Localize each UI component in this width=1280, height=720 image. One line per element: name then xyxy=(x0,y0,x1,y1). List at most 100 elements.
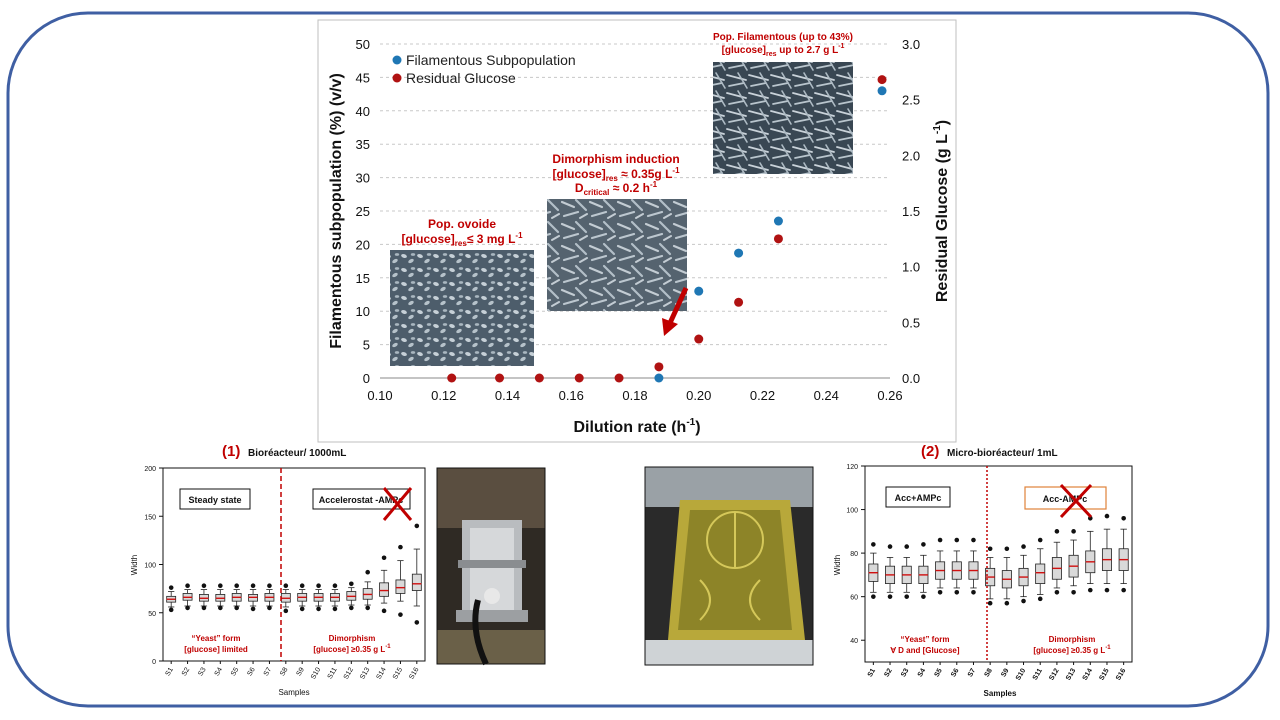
boxplot1-box xyxy=(411,573,422,591)
boxplot2-outlier-high xyxy=(971,537,976,543)
boxplot1-outlier-low xyxy=(349,605,354,611)
boxplot1-outlier-high xyxy=(234,583,239,589)
boxplot2-outlier-low xyxy=(1087,587,1093,593)
main-x-tick-label: 0.26 xyxy=(877,388,902,403)
boxplot1-box xyxy=(379,582,389,597)
boxplot1-y-tick-label: 100 xyxy=(144,563,156,570)
boxplot2-x-tick-label: S13 xyxy=(1065,667,1077,681)
main-x-tick-label: 0.10 xyxy=(367,388,392,403)
main-y-tick-label: 20 xyxy=(356,237,370,252)
boxplot1-outlier-high xyxy=(414,523,420,529)
boxplot2-outlier-low xyxy=(871,594,876,599)
boxplot1-x-tick-label: S15 xyxy=(392,666,404,680)
main-x-tick-label: 0.22 xyxy=(750,388,775,403)
boxplot2-y-tick-label: 40 xyxy=(850,638,858,645)
boxplot2-outlier-low xyxy=(937,590,943,595)
annotation-dimorphism-line1: Dimorphism induction xyxy=(552,152,679,166)
boxplot1-outlier-low xyxy=(299,606,305,612)
boxplot2-outlier-low xyxy=(1121,587,1126,593)
boxplot1-section-number: (1) xyxy=(222,443,240,460)
main-y-tick-label: 25 xyxy=(356,204,370,219)
boxplot2-outlier-low xyxy=(1037,596,1043,602)
boxplot1-outlier-high xyxy=(283,583,289,589)
boxplot1-outlier-high xyxy=(316,583,321,589)
boxplot2-outlier-low xyxy=(887,594,893,599)
boxplot1-outlier-low xyxy=(316,606,321,612)
point-residual-glucose xyxy=(694,334,704,344)
boxplot1-outlier-low xyxy=(218,605,223,611)
boxplot1-outlier-low xyxy=(381,608,387,614)
boxplot2-outlier-low xyxy=(987,600,993,606)
boxplot2-outlier-low xyxy=(1054,590,1060,595)
main-x-tick-label: 0.16 xyxy=(559,388,584,403)
boxplot1-y-tick-label: 50 xyxy=(148,611,156,618)
boxplot2-outlier-high xyxy=(1037,537,1043,543)
point-residual-glucose xyxy=(495,373,505,383)
point-residual-glucose xyxy=(654,362,664,372)
annotation-filamentous: Pop. Filamentous (up to 43%) [glucose]re… xyxy=(713,32,853,58)
boxplot1-x-axis-title: Samples xyxy=(278,688,309,697)
boxplot2-x-tick-label: S5 xyxy=(933,667,943,678)
boxplot2-y-axis-title: Width xyxy=(833,555,842,575)
micrograph-dimorphism xyxy=(547,199,687,311)
main-y2-tick-label: 1.5 xyxy=(902,204,920,219)
outer-frame xyxy=(6,11,1270,708)
boxplot1-outlier-low xyxy=(365,605,370,611)
annotation-ovoid: Pop. ovoide [glucose]res≤ 3 mg L-1 xyxy=(401,217,523,248)
boxplot2-outlier-low xyxy=(921,594,926,599)
point-filamentous xyxy=(734,248,744,258)
point-residual-glucose xyxy=(773,234,783,244)
boxplot2-outlier-low xyxy=(1021,598,1026,604)
main-x-tick-label: 0.18 xyxy=(622,388,647,403)
annotation-dimorphism-line2: [glucose]res ≈ 0.35g L-1 xyxy=(552,166,680,183)
main-x-tick-label: 0.20 xyxy=(686,388,711,403)
boxplot1-outlier-low xyxy=(267,605,272,611)
boxplot1-box xyxy=(395,579,406,594)
boxplot2-outlier-high xyxy=(1004,546,1010,552)
boxplot2-right-note-1: Dimorphism xyxy=(1049,635,1096,644)
boxplot1-x-tick-label: S5 xyxy=(230,666,240,677)
boxplot1-outlier-high xyxy=(398,544,403,550)
boxplot1-right-label-box xyxy=(312,488,411,510)
boxplot2-outlier-low xyxy=(1071,590,1076,595)
boxplot1-left-note-2: [glucose] limited xyxy=(184,645,248,654)
boxplot1-left-label: Steady state xyxy=(188,495,241,505)
boxplot1-right-note-1: Dimorphism xyxy=(329,634,376,643)
boxplot1-outlier-low xyxy=(185,605,190,611)
boxplot2-outlier-high xyxy=(871,542,876,547)
boxplot2-section-number: (2) xyxy=(921,443,939,460)
boxplot1-outlier-high xyxy=(365,569,370,575)
point-residual-glucose xyxy=(574,373,584,383)
main-y-tick-label: 50 xyxy=(356,37,370,52)
boxplot2-outlier-low xyxy=(954,590,960,595)
boxplot2-outlier-high xyxy=(921,542,926,547)
boxplot2-outlier-low xyxy=(1104,587,1110,593)
boxplot1-outlier-low xyxy=(201,605,207,611)
point-residual-glucose xyxy=(734,297,744,307)
boxplot2-left-note-1: “Yeast” form xyxy=(901,635,950,644)
photo-bioreactor xyxy=(436,467,546,666)
boxplot2-x-tick-label: S6 xyxy=(950,667,960,678)
boxplot1-outlier-high xyxy=(299,583,305,589)
boxplot2-x-tick-label: S16 xyxy=(1115,667,1127,681)
boxplot1-x-tick-label: S1 xyxy=(165,666,175,677)
boxplot1-x-tick-label: S13 xyxy=(359,666,371,680)
boxplot1-x-tick-label: S16 xyxy=(408,666,420,680)
main-scatter-chart: 0 5 10 15 20 25 30 35 40 45 50 0.10 0.12 0.14 0.16 0.18… xyxy=(317,19,957,443)
main-y-tick-label: 5 xyxy=(363,338,370,353)
boxplot2-x-tick-label: S10 xyxy=(1015,667,1027,681)
boxplot2-x-tick-label: S9 xyxy=(1000,667,1010,678)
boxplot1-y-tick-label: 200 xyxy=(144,466,156,473)
point-residual-glucose xyxy=(447,373,457,383)
boxplot2-x-tick-label: S2 xyxy=(883,667,893,678)
main-y-tick-label: 10 xyxy=(356,304,370,319)
boxplot1-x-tick-label: S12 xyxy=(343,666,355,680)
boxplot2-section-title: Micro-bioréacteur/ 1mL xyxy=(947,448,1058,459)
boxplot1-outlier-low xyxy=(332,606,338,612)
main-x-tick-label: 0.12 xyxy=(431,388,456,403)
boxplot2-right-label: Acc-AMPc xyxy=(1043,494,1088,504)
annotation-filamentous-line2: [glucose]res up to 2.7 g L-1 xyxy=(722,43,845,58)
main-y-tick-label: 40 xyxy=(356,104,370,119)
main-y-tick-label: 15 xyxy=(356,271,370,286)
